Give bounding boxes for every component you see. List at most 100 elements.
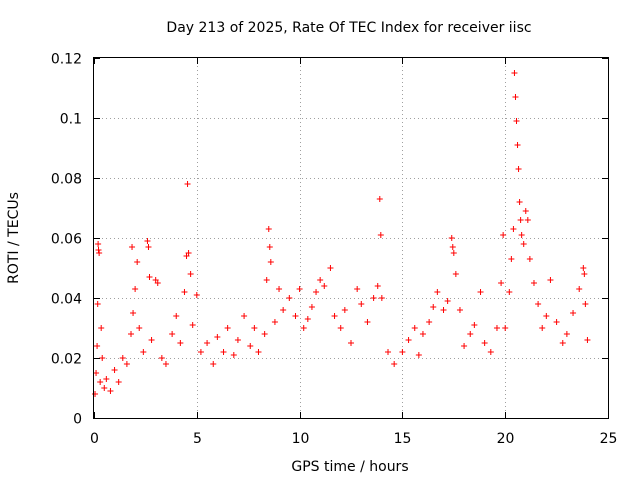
data-point <box>553 319 560 325</box>
data-point <box>461 343 468 349</box>
data-point <box>296 286 303 292</box>
data-point <box>535 301 542 307</box>
data-point <box>377 232 384 238</box>
data-point <box>539 325 546 331</box>
data-point <box>337 325 344 331</box>
data-point <box>440 307 447 313</box>
data-point <box>276 286 283 292</box>
data-points <box>92 70 591 397</box>
data-point <box>452 271 459 277</box>
data-point <box>321 283 328 289</box>
data-point <box>313 289 320 295</box>
data-point <box>101 385 108 391</box>
data-point <box>145 244 152 250</box>
data-point <box>130 310 137 316</box>
data-point <box>471 322 478 328</box>
data-point <box>524 217 531 223</box>
data-point <box>467 331 474 337</box>
data-point <box>162 361 169 367</box>
data-point <box>526 256 533 262</box>
data-point <box>354 286 361 292</box>
data-point <box>134 259 141 265</box>
data-point <box>449 244 456 250</box>
data-point <box>581 271 588 277</box>
data-point <box>111 367 118 373</box>
data-point <box>115 379 122 385</box>
data-point <box>300 325 307 331</box>
data-point <box>177 340 184 346</box>
data-point <box>103 376 110 382</box>
data-point <box>502 325 509 331</box>
data-point <box>185 250 192 256</box>
data-point <box>487 349 494 355</box>
y-axis-label: ROTI / TECUs <box>6 192 22 284</box>
data-point <box>341 307 348 313</box>
data-point <box>220 349 227 355</box>
chart-title: Day 213 of 2025, Rate Of TEC Index for r… <box>166 20 531 36</box>
data-point <box>95 241 102 247</box>
data-point <box>234 337 241 343</box>
data-point <box>107 388 114 394</box>
data-point <box>498 280 505 286</box>
data-point <box>411 325 418 331</box>
data-point <box>405 337 412 343</box>
data-point <box>582 301 589 307</box>
data-point <box>374 283 381 289</box>
data-point <box>187 271 194 277</box>
data-point <box>189 322 196 328</box>
data-point <box>214 334 221 340</box>
data-point <box>267 259 274 265</box>
data-point <box>265 226 272 232</box>
data-point <box>547 277 554 283</box>
data-point <box>327 265 334 271</box>
data-point <box>95 247 102 253</box>
data-point <box>559 340 566 346</box>
data-point <box>210 361 217 367</box>
x-tick-label: 25 <box>600 431 618 447</box>
data-point <box>181 289 188 295</box>
data-point <box>563 331 570 337</box>
data-point <box>543 313 550 319</box>
data-point <box>512 94 519 100</box>
x-tick-label: 5 <box>193 431 202 447</box>
data-point <box>584 337 591 343</box>
data-point <box>570 310 577 316</box>
data-point <box>450 250 457 256</box>
data-point <box>136 325 143 331</box>
y-tick-label: 0.08 <box>51 172 82 188</box>
x-tick-label: 10 <box>292 431 310 447</box>
data-point <box>500 232 507 238</box>
data-point <box>308 304 315 310</box>
y-tick-label: 0.04 <box>51 292 82 308</box>
data-point <box>148 337 155 343</box>
data-point <box>317 277 324 283</box>
x-axis: 0 5 10 15 20 25 <box>90 58 617 447</box>
x-tick-label: 0 <box>90 431 99 447</box>
data-point <box>370 295 377 301</box>
data-point <box>241 313 248 319</box>
data-point <box>154 280 161 286</box>
data-point <box>522 208 529 214</box>
data-point <box>510 226 517 232</box>
data-point <box>385 349 392 355</box>
data-point <box>364 319 371 325</box>
data-point <box>255 349 262 355</box>
data-point <box>251 325 258 331</box>
y-tick-label: 0 <box>73 412 82 428</box>
data-point <box>96 250 103 256</box>
data-point <box>481 340 488 346</box>
data-point <box>261 331 268 337</box>
data-point <box>426 319 433 325</box>
data-point <box>444 298 451 304</box>
data-point <box>146 274 153 280</box>
data-point <box>98 325 105 331</box>
data-point <box>94 343 101 349</box>
data-point <box>158 355 165 361</box>
data-point <box>144 238 151 244</box>
data-point <box>576 286 583 292</box>
data-point <box>515 166 522 172</box>
data-point <box>99 355 106 361</box>
data-point <box>506 289 513 295</box>
data-point <box>508 256 515 262</box>
